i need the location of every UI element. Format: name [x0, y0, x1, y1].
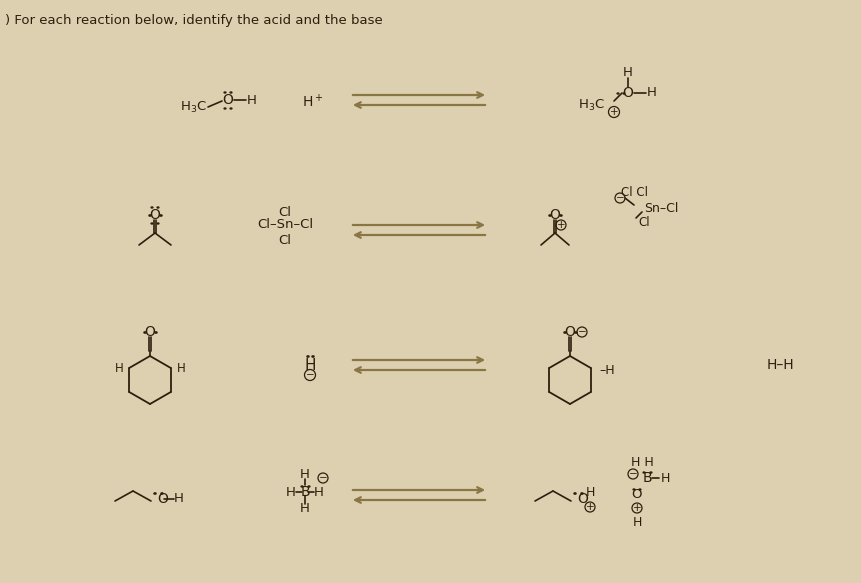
Text: H: H [300, 468, 310, 480]
Text: +: + [556, 220, 565, 230]
Text: Cl–Sn–Cl: Cl–Sn–Cl [257, 219, 313, 231]
Text: B: B [300, 485, 309, 499]
Text: B: B [641, 471, 651, 485]
Text: H: H [286, 486, 295, 498]
Text: H: H [647, 86, 656, 100]
Text: Sn–Cl: Sn–Cl [643, 202, 678, 215]
Text: O: O [157, 492, 168, 506]
Text: H: H [632, 515, 641, 529]
Text: H$^+$: H$^+$ [302, 93, 324, 111]
Text: +: + [609, 107, 617, 117]
Text: O: O [622, 86, 633, 100]
Text: O: O [549, 208, 560, 222]
Text: ) For each reaction below, identify the acid and the base: ) For each reaction below, identify the … [5, 14, 382, 27]
Text: −: − [319, 473, 327, 483]
Text: H: H [660, 472, 669, 484]
Text: −: − [306, 370, 314, 380]
Text: Cl: Cl [637, 216, 649, 230]
Text: H: H [177, 361, 185, 374]
Text: O: O [145, 325, 155, 339]
Text: H: H [115, 361, 123, 374]
Text: H: H [174, 493, 183, 505]
Text: H: H [585, 486, 594, 498]
Text: H$_3$C: H$_3$C [180, 100, 207, 114]
Text: H H: H H [630, 455, 653, 469]
Text: H: H [300, 503, 310, 515]
Text: Cl: Cl [278, 234, 291, 247]
Text: −: − [615, 193, 623, 203]
Text: H–H: H–H [765, 358, 793, 372]
Text: O: O [564, 325, 575, 339]
Text: H$_3$C: H$_3$C [578, 97, 604, 113]
Text: O: O [150, 208, 160, 222]
Text: –H: –H [598, 364, 614, 378]
Text: −: − [577, 327, 585, 337]
Text: Cl: Cl [278, 205, 291, 219]
Text: Cl Cl: Cl Cl [621, 185, 647, 198]
Text: O: O [631, 489, 641, 501]
Text: −: − [628, 469, 636, 479]
Text: H: H [623, 66, 632, 79]
Text: H: H [304, 357, 315, 373]
Text: +: + [632, 503, 641, 513]
Text: O: O [576, 492, 587, 506]
Text: O: O [222, 93, 233, 107]
Text: +: + [585, 502, 593, 512]
Text: H: H [313, 486, 324, 498]
Text: H: H [247, 93, 257, 107]
